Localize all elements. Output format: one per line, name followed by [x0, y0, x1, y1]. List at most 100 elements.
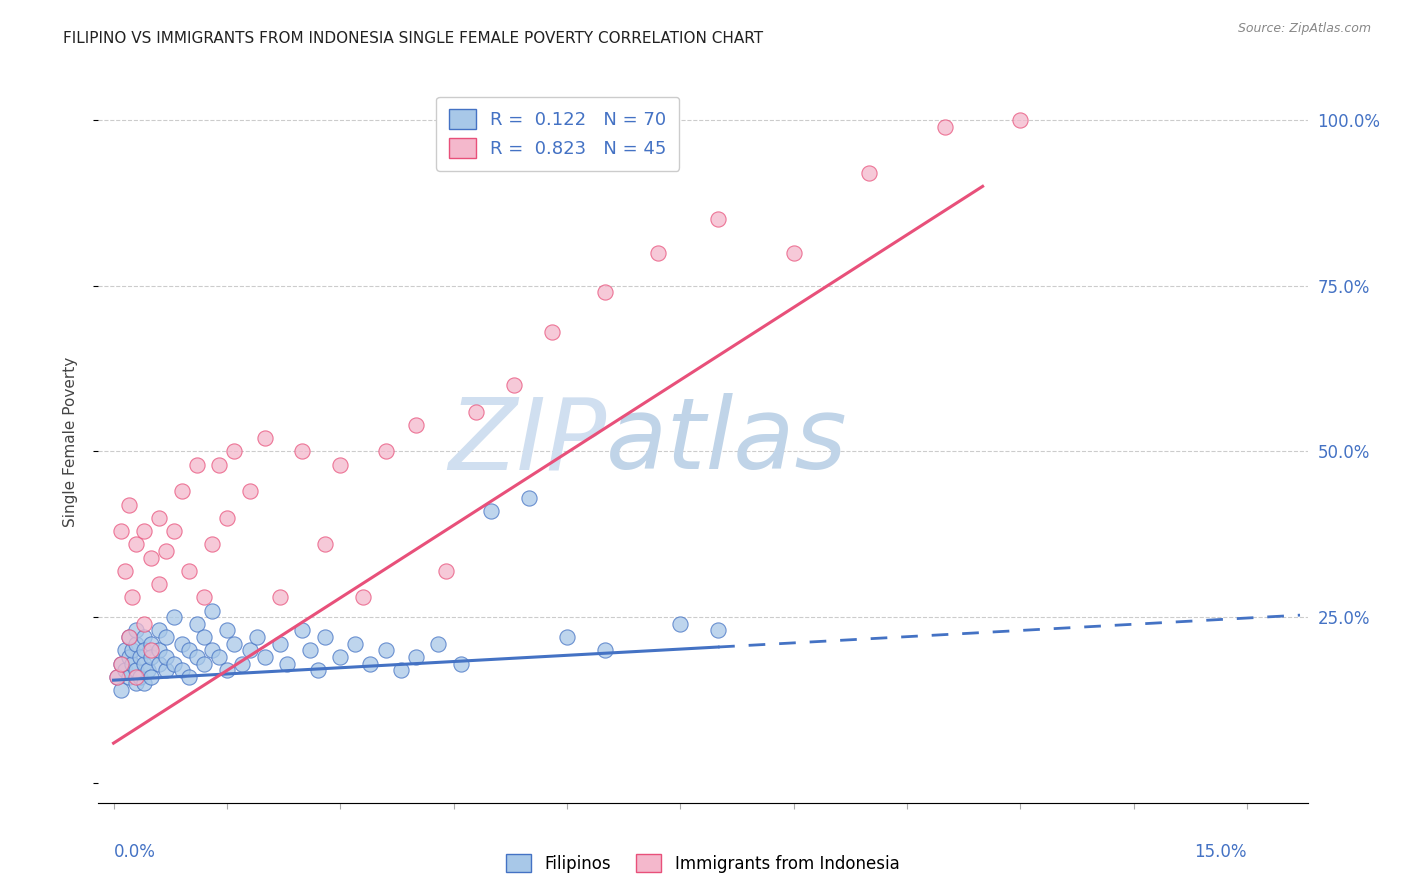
Point — [141, 637, 163, 651]
Point — [132, 616, 155, 631]
Point — [170, 663, 193, 677]
Point — [434, 564, 457, 578]
Point — [118, 670, 141, 684]
Point — [201, 643, 224, 657]
Point — [110, 524, 132, 538]
Point — [121, 591, 143, 605]
Point — [118, 650, 141, 665]
Point — [132, 630, 155, 644]
Point — [541, 325, 564, 339]
Text: FILIPINO VS IMMIGRANTS FROM INDONESIA SINGLE FEMALE POVERTY CORRELATION CHART: FILIPINO VS IMMIGRANTS FROM INDONESIA SI… — [63, 31, 763, 46]
Point — [360, 657, 382, 671]
Point — [170, 637, 193, 651]
Point — [707, 212, 730, 227]
Point — [125, 624, 148, 638]
Point — [110, 657, 132, 671]
Point — [405, 650, 427, 665]
Point — [239, 484, 262, 499]
Point — [105, 670, 128, 684]
Text: Source: ZipAtlas.com: Source: ZipAtlas.com — [1237, 22, 1371, 36]
Point — [427, 637, 450, 651]
Point — [125, 537, 148, 551]
Point — [114, 564, 136, 578]
Text: 0.0%: 0.0% — [114, 843, 156, 861]
Point — [179, 643, 201, 657]
Point — [179, 564, 201, 578]
Point — [186, 616, 208, 631]
Point — [934, 120, 956, 134]
Point — [201, 603, 224, 617]
Point — [148, 643, 170, 657]
Point — [121, 643, 143, 657]
Point — [276, 657, 298, 671]
Point — [593, 643, 616, 657]
Point — [246, 630, 269, 644]
Point — [465, 405, 488, 419]
Point — [329, 458, 352, 472]
Point — [307, 663, 329, 677]
Point — [193, 630, 215, 644]
Point — [389, 663, 412, 677]
Point — [129, 670, 152, 684]
Point — [193, 657, 215, 671]
Point — [114, 663, 136, 677]
Point — [141, 643, 163, 657]
Point — [155, 544, 177, 558]
Point — [110, 683, 132, 698]
Point — [374, 643, 396, 657]
Point — [314, 537, 336, 551]
Point — [215, 663, 238, 677]
Point — [141, 550, 163, 565]
Point — [593, 285, 616, 300]
Point — [186, 650, 208, 665]
Point — [132, 524, 155, 538]
Point — [193, 591, 215, 605]
Point — [125, 637, 148, 651]
Point — [481, 504, 503, 518]
Point — [707, 624, 730, 638]
Point — [118, 498, 141, 512]
Point — [215, 624, 238, 638]
Point — [201, 537, 224, 551]
Point — [118, 630, 141, 644]
Point — [163, 657, 186, 671]
Point — [291, 624, 314, 638]
Point — [186, 458, 208, 472]
Point — [352, 591, 374, 605]
Point — [299, 643, 322, 657]
Point — [208, 650, 231, 665]
Point — [215, 510, 238, 524]
Point — [239, 643, 262, 657]
Point — [141, 650, 163, 665]
Point — [269, 591, 291, 605]
Point — [1010, 113, 1032, 128]
Point — [314, 630, 336, 644]
Point — [405, 417, 427, 432]
Text: atlas: atlas — [606, 393, 848, 490]
Point — [329, 650, 352, 665]
Point — [148, 657, 170, 671]
Point — [450, 657, 472, 671]
Point — [224, 637, 246, 651]
Point — [782, 245, 804, 260]
Point — [148, 624, 170, 638]
Point — [136, 663, 159, 677]
Point — [163, 610, 186, 624]
Point — [253, 431, 276, 445]
Point — [132, 676, 155, 690]
Point — [208, 458, 231, 472]
Point — [163, 524, 186, 538]
Legend: R =  0.122   N = 70, R =  0.823   N = 45: R = 0.122 N = 70, R = 0.823 N = 45 — [436, 96, 679, 170]
Point — [555, 630, 578, 644]
Point — [155, 630, 177, 644]
Point — [669, 616, 692, 631]
Point — [291, 444, 314, 458]
Point — [125, 670, 148, 684]
Point — [858, 166, 880, 180]
Text: 15.0%: 15.0% — [1195, 843, 1247, 861]
Point — [647, 245, 669, 260]
Point — [269, 637, 291, 651]
Y-axis label: Single Female Poverty: Single Female Poverty — [63, 357, 77, 526]
Point — [129, 650, 152, 665]
Point — [179, 670, 201, 684]
